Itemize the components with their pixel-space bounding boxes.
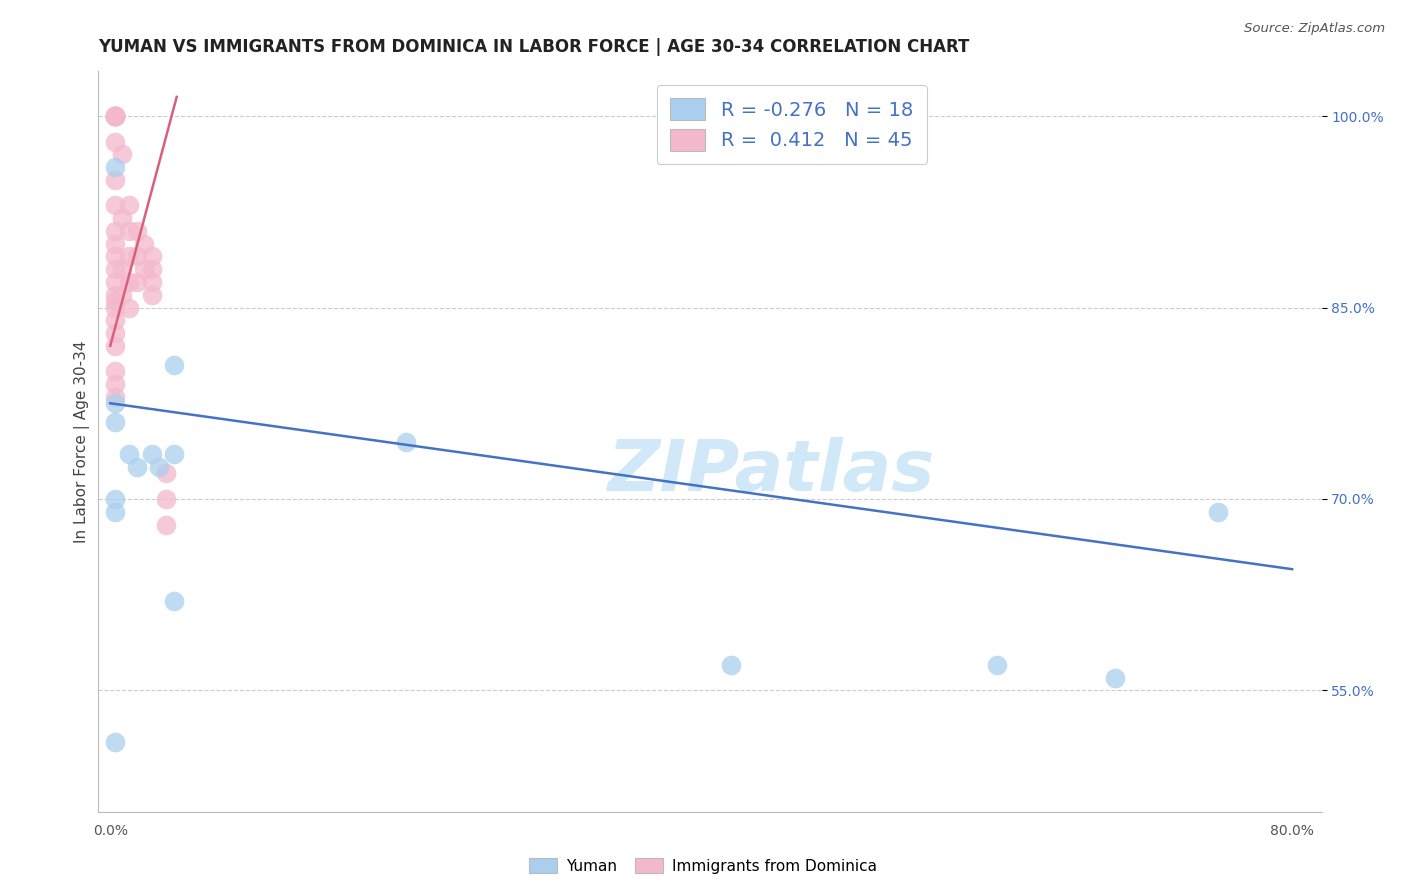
Point [141,249,163,264]
Point [118,198,141,212]
Point [104,109,127,123]
Point [148,460,170,475]
Point [104,734,127,748]
Text: ZIPatlas: ZIPatlas [607,437,935,506]
Point [134,236,156,251]
Point [104,396,127,410]
Point [111,262,134,277]
Point [104,377,127,392]
Point [163,594,186,608]
Point [720,657,742,672]
Point [104,224,127,238]
Point [104,109,127,123]
Y-axis label: In Labor Force | Age 30-34: In Labor Force | Age 30-34 [75,340,90,543]
Point [104,109,127,123]
Legend: Yuman, Immigrants from Dominica: Yuman, Immigrants from Dominica [523,852,883,880]
Point [104,109,127,123]
Point [104,287,127,301]
Point [104,416,127,430]
Point [125,249,148,264]
Point [104,326,127,340]
Point [163,447,186,461]
Text: Source: ZipAtlas.com: Source: ZipAtlas.com [1244,22,1385,36]
Point [104,505,127,519]
Point [163,358,186,372]
Point [104,339,127,353]
Point [104,364,127,378]
Point [155,491,177,506]
Point [1206,505,1229,519]
Point [104,135,127,149]
Point [111,211,134,226]
Point [104,160,127,174]
Point [104,491,127,506]
Point [118,249,141,264]
Point [125,275,148,289]
Point [104,109,127,123]
Point [104,262,127,277]
Point [141,262,163,277]
Point [104,109,127,123]
Point [134,262,156,277]
Legend: R = -0.276   N = 18, R =  0.412   N = 45: R = -0.276 N = 18, R = 0.412 N = 45 [657,85,927,164]
Point [141,287,163,301]
Point [104,173,127,187]
Point [141,275,163,289]
Point [104,275,127,289]
Point [986,657,1008,672]
Point [111,287,134,301]
Point [118,224,141,238]
Point [104,301,127,315]
Text: YUMAN VS IMMIGRANTS FROM DOMINICA IN LABOR FORCE | AGE 30-34 CORRELATION CHART: YUMAN VS IMMIGRANTS FROM DOMINICA IN LAB… [98,38,970,56]
Point [155,467,177,481]
Point [118,275,141,289]
Point [118,447,141,461]
Point [104,236,127,251]
Point [104,294,127,309]
Point [1104,671,1126,685]
Point [395,434,418,449]
Point [104,249,127,264]
Point [125,224,148,238]
Point [155,517,177,532]
Point [104,313,127,327]
Point [118,301,141,315]
Point [104,198,127,212]
Point [125,460,148,475]
Point [104,390,127,404]
Point [111,147,134,161]
Point [141,447,163,461]
Point [104,109,127,123]
